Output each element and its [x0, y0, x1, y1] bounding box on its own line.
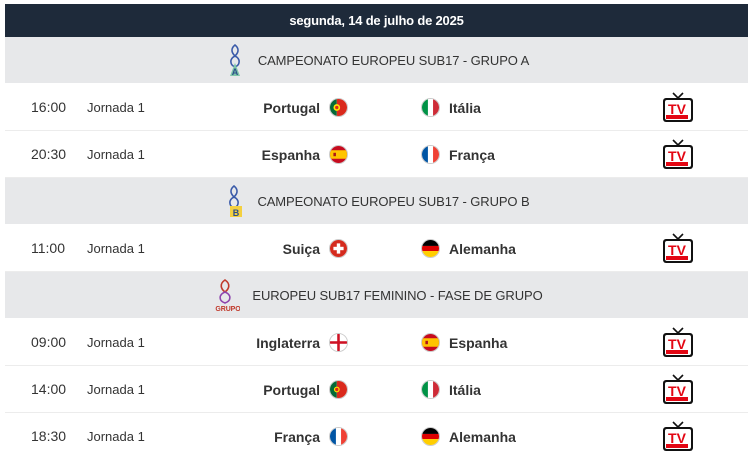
spain-flag-icon [329, 145, 348, 164]
match-round: Jornada 1 [87, 335, 145, 350]
away-team-name: Alemanha [449, 240, 516, 257]
match-row[interactable]: 11:00 Jornada 1 Suiça Alemanha TV [5, 225, 748, 272]
france-flag-icon [329, 427, 348, 446]
match-time: 09:00 [31, 334, 67, 350]
italy-flag-icon [421, 380, 440, 399]
svg-text:TV: TV [668, 148, 687, 164]
portugal-flag-icon [329, 98, 348, 117]
tv-live-icon[interactable]: TV [660, 421, 696, 453]
match-row[interactable]: 16:00 Jornada 1 Portugal Itália TV [5, 84, 748, 131]
svg-text:A: A [232, 67, 239, 77]
home-team: Portugal [263, 84, 348, 131]
group-header-euro-u17-b: B CAMPEONATO EUROPEU SUB17 - GRUPO B [5, 178, 748, 224]
switzerland-flag-icon [329, 239, 348, 258]
svg-text:TV: TV [668, 430, 687, 446]
match-round: Jornada 1 [87, 100, 145, 115]
home-team: Inglaterra [256, 319, 348, 366]
home-team-name: Espanha [261, 146, 320, 163]
away-team: França [421, 131, 495, 178]
match-time: 18:30 [31, 428, 67, 444]
home-team-name: Portugal [263, 99, 320, 116]
away-team: Itália [421, 84, 481, 131]
home-team: Suiça [283, 225, 348, 272]
spain-flag-icon [421, 333, 440, 352]
euro-u17-group-b-logo-icon: B [223, 184, 245, 218]
tv-live-icon[interactable]: TV [660, 139, 696, 171]
svg-text:TV: TV [668, 101, 687, 117]
away-team-name: Espanha [449, 334, 508, 351]
match-round: Jornada 1 [87, 241, 145, 256]
away-team: Itália [421, 366, 481, 413]
away-team-name: Alemanha [449, 428, 516, 445]
match-time: 14:00 [31, 381, 67, 397]
match-row[interactable]: 18:30 Jornada 1 França Alemanha TV [5, 413, 748, 456]
match-time: 20:30 [31, 146, 67, 162]
home-team-name: Inglaterra [256, 334, 320, 351]
germany-flag-icon [421, 427, 440, 446]
germany-flag-icon [421, 239, 440, 258]
match-time: 11:00 [31, 240, 65, 256]
svg-text:TV: TV [668, 383, 687, 399]
svg-text:GRUPO: GRUPO [216, 306, 241, 312]
away-team-name: Itália [449, 99, 481, 116]
away-team: Alemanha [421, 225, 516, 272]
england-flag-icon [329, 333, 348, 352]
match-round: Jornada 1 [87, 429, 145, 444]
match-time: 16:00 [31, 99, 67, 115]
portugal-flag-icon [329, 380, 348, 399]
group-title: CAMPEONATO EUROPEU SUB17 - GRUPO B [257, 193, 530, 209]
group-title: EUROPEU SUB17 FEMININO - FASE DE GRUPO [252, 287, 543, 303]
away-team-name: Itália [449, 381, 481, 398]
tv-live-icon[interactable]: TV [660, 233, 696, 265]
group-header-euro-u17-a: A CAMPEONATO EUROPEU SUB17 - GRUPO A [5, 37, 748, 83]
svg-text:TV: TV [668, 242, 687, 258]
group-title: CAMPEONATO EUROPEU SUB17 - GRUPO A [257, 52, 530, 68]
home-team-name: Suiça [282, 240, 320, 257]
home-team-name: França [274, 428, 320, 445]
svg-text:TV: TV [668, 336, 687, 352]
match-round: Jornada 1 [87, 382, 145, 397]
women-euro-u17-group-logo-icon: GRUPO [210, 278, 240, 312]
match-row[interactable]: 14:00 Jornada 1 Portugal Itália TV [5, 366, 748, 413]
match-row[interactable]: 09:00 Jornada 1 Inglaterra Espanha TV [5, 319, 748, 366]
match-round: Jornada 1 [87, 147, 145, 162]
home-team: França [274, 413, 348, 456]
tv-live-icon[interactable]: TV [660, 327, 696, 359]
away-team: Alemanha [421, 413, 516, 456]
svg-text:B: B [233, 208, 240, 218]
date-header: segunda, 14 de julho de 2025 [5, 4, 748, 37]
group-header-women-euro-u17: GRUPO EUROPEU SUB17 FEMININO - FASE DE G… [5, 272, 748, 318]
home-team-name: Portugal [263, 381, 320, 398]
home-team: Portugal [263, 366, 348, 413]
home-team: Espanha [262, 131, 348, 178]
tv-live-icon[interactable]: TV [660, 92, 696, 124]
match-row[interactable]: 20:30 Jornada 1 Espanha França TV [5, 131, 748, 178]
italy-flag-icon [421, 98, 440, 117]
france-flag-icon [421, 145, 440, 164]
euro-u17-group-a-logo-icon: A [224, 43, 246, 77]
tv-live-icon[interactable]: TV [660, 374, 696, 406]
away-team: Espanha [421, 319, 507, 366]
away-team-name: França [449, 146, 495, 163]
